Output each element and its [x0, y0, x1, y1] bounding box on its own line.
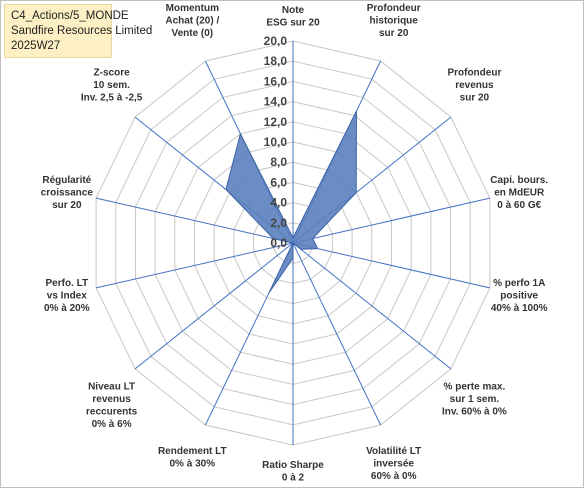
axis-label-line: 0 à 2: [282, 473, 305, 484]
axis-label-line: Profondeur: [367, 3, 421, 14]
axis-label-line: Ratio Sharpe: [262, 460, 324, 471]
tick-label-7: 14,0: [264, 95, 288, 109]
axis-spoke-5: [293, 243, 451, 369]
axis-label-7: Ratio Sharpe 0 à 2: [262, 460, 324, 484]
axis-label-3: Capi. bours.en MdEUR 0 à 60 G€: [490, 175, 548, 211]
tick-label-1: 2,0: [270, 216, 287, 230]
axis-label-line: 0% à 6%: [92, 419, 132, 430]
chart-title-box: C4_Actions/5_MONDE Sandfire Resources Li…: [4, 4, 112, 58]
tick-label-6: 12,0: [264, 115, 288, 129]
axis-label-line: 0% à 30%: [170, 459, 216, 470]
axis-label-line: sur 20: [379, 28, 409, 39]
axis-spoke-9: [135, 243, 293, 369]
tick-label-5: 10,0: [264, 135, 288, 149]
axis-label-line: 10 sem.: [93, 80, 130, 91]
axis-label-0: Note ESG sur 20: [266, 5, 320, 29]
title-line-1: C4_Actions/5_MONDE: [11, 9, 111, 24]
tick-label-0: 0,0: [270, 236, 287, 250]
axis-label-line: % perfo 1A: [493, 278, 545, 289]
tick-label-10: 20,0: [264, 34, 288, 48]
axis-label-line: inversée: [373, 459, 414, 470]
axis-label-line: 0% à 20%: [44, 303, 90, 314]
axis-label-line: Profondeur: [447, 67, 501, 78]
axis-label-line: 0 à 60 G€: [497, 200, 541, 211]
axis-label-line: 40% à 100%: [491, 303, 548, 314]
axis-label-line: Momentum: [166, 3, 219, 14]
title-line-3: 2025W27: [11, 39, 111, 54]
axis-label-line: Rendement LT: [158, 446, 227, 457]
axis-label-line: Note: [282, 5, 305, 16]
axis-label-line: reccurents: [86, 407, 138, 418]
axis-label-line: sur 1 sem.: [450, 394, 500, 405]
axis-label-line: Perfo. LT: [46, 278, 89, 289]
axis-label-line: Inv. 2,5 à -2,5: [81, 92, 143, 103]
axis-label-line: Volatilité LT: [366, 446, 421, 457]
axis-label-line: croissance: [41, 187, 94, 198]
tick-label-2: 4,0: [270, 196, 287, 210]
axis-label-line: en MdEUR: [494, 187, 545, 198]
axis-label-line: Régularité: [42, 175, 91, 186]
axis-label-5: % perte max.sur 1 sem. Inv. 60% à 0%: [442, 382, 507, 418]
tick-label-4: 8,0: [270, 155, 287, 169]
axis-label-13: Momentum Achat (20) /Vente (0): [165, 3, 219, 39]
axis-label-line: vs Index: [47, 291, 87, 302]
series-area: [226, 111, 357, 293]
axis-label-line: positive: [500, 291, 538, 302]
axis-label-line: 60% à 0%: [371, 471, 417, 482]
axis-label-line: Niveau LT: [88, 382, 135, 393]
title-line-2: Sandfire Resources Limited: [11, 24, 111, 39]
axis-label-line: Vente (0): [171, 28, 213, 39]
axis-label-line: Achat (20) /: [165, 16, 219, 27]
axis-label-line: Z-score: [94, 67, 131, 78]
axis-label-line: Capi. bours.: [490, 175, 548, 186]
tick-label-9: 18,0: [264, 54, 288, 68]
axis-label-line: Inv. 60% à 0%: [442, 407, 507, 418]
tick-label-3: 6,0: [270, 175, 287, 189]
axis-label-line: sur 20: [52, 200, 82, 211]
axis-label-line: historique: [370, 16, 419, 27]
axis-label-line: sur 20: [460, 92, 490, 103]
axis-label-line: ESG sur 20: [266, 18, 320, 29]
axis-label-line: revenus: [92, 394, 131, 405]
axis-label-8: Rendement LT 0% à 30%: [158, 446, 227, 470]
axis-label-line: % perte max.: [444, 382, 506, 393]
axis-label-line: revenus: [455, 80, 494, 91]
axis-label-12: Z-score 10 sem.Inv. 2,5 à -2,5: [81, 67, 143, 103]
tick-label-8: 16,0: [264, 74, 288, 88]
